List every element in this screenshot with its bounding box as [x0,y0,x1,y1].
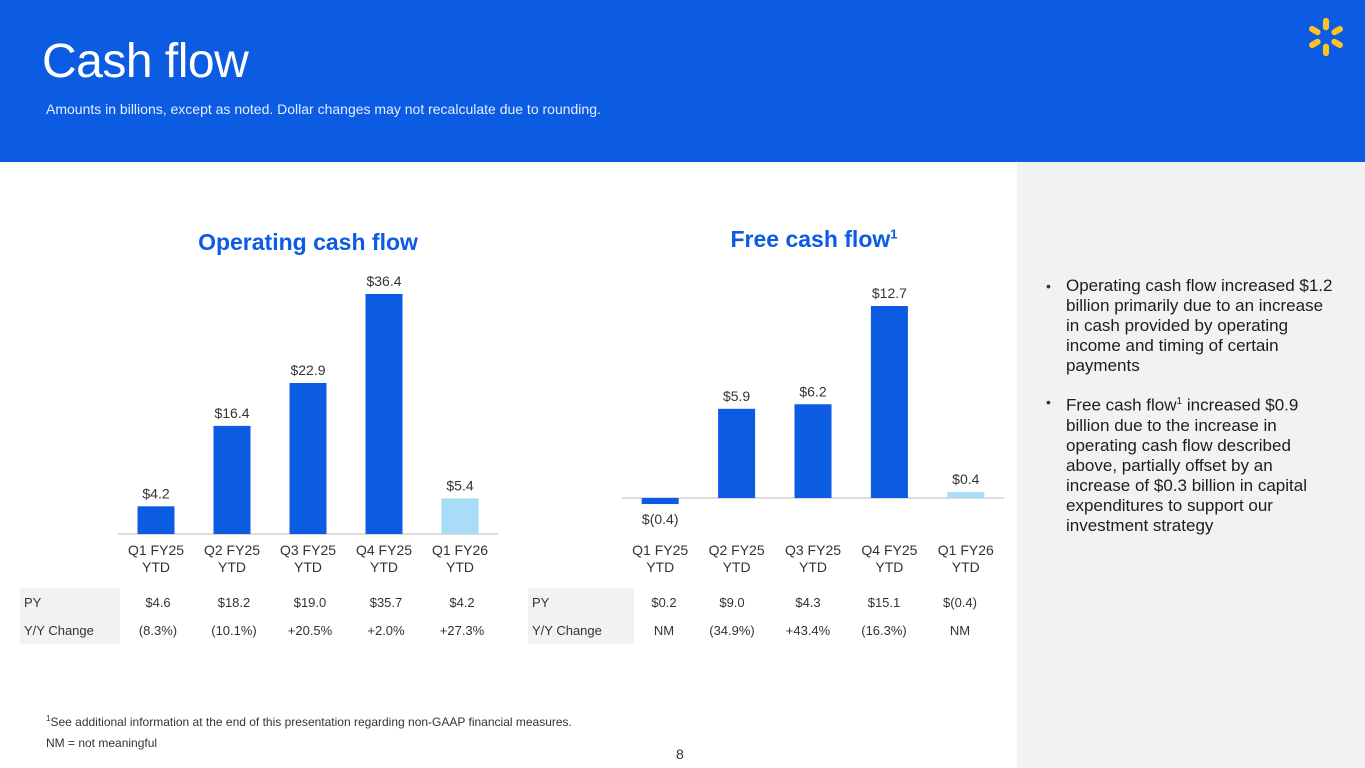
category-label: Q3 FY25 [785,542,841,558]
table-cell: $19.0 [293,594,327,610]
header-banner: Cash flow Amounts in billions, except as… [0,0,1365,162]
category-label: Q4 FY25 [356,542,412,558]
footnote-nm: NM = not meaningful [46,736,158,750]
bar [365,294,403,534]
bar [947,491,985,498]
table-row-py: PY $0.2 $9.0 $4.3 $15.1 $(0.4) [528,588,998,616]
data-label: $5.9 [723,388,750,404]
footnote-non-gaap: 1See additional information at the end o… [46,714,572,729]
category-label: Q1 FY25 [632,542,688,558]
row-label: Y/Y Change [20,616,120,644]
table-cell: +27.3% [439,622,485,638]
bar [289,383,327,534]
walmart-spark-icon [1309,17,1343,57]
category-label: Q1 FY25 [128,542,184,558]
category-label: YTD [723,559,751,575]
bar [213,425,251,534]
row-label: PY [20,588,120,616]
table-cell: $4.6 [145,594,171,610]
bar [137,506,175,534]
table-cell: (34.9%) [709,622,755,638]
table-cell: (8.3%) [138,622,178,638]
category-label: Q4 FY25 [861,542,917,558]
data-label: $6.2 [799,383,826,399]
operating-cash-flow-title: Operating cash flow [198,229,418,255]
table-cell: $35.7 [369,594,403,610]
table-cell: $4.2 [449,594,475,610]
free-cash-flow-title: Free cash flow1 [730,226,898,252]
page-number: 8 [676,746,684,762]
table-cell: NM [653,622,675,638]
table-cell: $9.0 [719,594,745,610]
bar [718,408,756,498]
table-cell: NM [949,622,971,638]
data-label: $16.4 [214,405,249,421]
row-label: PY [528,588,634,616]
table-cell: $15.1 [867,594,901,610]
category-label: YTD [646,559,674,575]
table-cell: $18.2 [217,594,251,610]
table-cell: +2.0% [367,622,405,638]
table-cell: (10.1%) [211,622,257,638]
data-label: $36.4 [366,273,401,289]
category-label: YTD [142,559,170,575]
data-label: $12.7 [872,285,907,301]
table-cell: $0.2 [651,594,677,610]
category-label: Q2 FY25 [709,542,765,558]
category-label: YTD [799,559,827,575]
bar [870,306,908,498]
table-row-yy-change: Y/Y Change (8.3%) (10.1%) +20.5% +2.0% +… [20,616,500,644]
commentary-bullets: Operating cash flow increased $1.2 billi… [1046,276,1336,552]
category-label: YTD [446,559,474,575]
data-label: $22.9 [290,362,325,378]
data-label: $(0.4) [642,511,679,527]
category-label: Q2 FY25 [204,542,260,558]
category-label: YTD [952,559,980,575]
table-cell: (16.3%) [861,622,907,638]
table-cell: +43.4% [785,622,831,638]
table-cell: +20.5% [287,622,333,638]
category-label: YTD [294,559,322,575]
free-cash-flow-table: PY $0.2 $9.0 $4.3 $15.1 $(0.4) Y/Y Chang… [528,588,998,644]
category-label: Q1 FY26 [938,542,994,558]
operating-cash-flow-table: PY $4.6 $18.2 $19.0 $35.7 $4.2 Y/Y Chang… [20,588,500,644]
row-label: Y/Y Change [528,616,634,644]
category-label: Q3 FY25 [280,542,336,558]
data-label: $4.2 [142,485,169,501]
table-row-py: PY $4.6 $18.2 $19.0 $35.7 $4.2 [20,588,500,616]
category-label: YTD [370,559,398,575]
table-cell: $4.3 [795,594,821,610]
bar [641,498,679,505]
bar [441,498,479,534]
category-label: YTD [875,559,903,575]
bullet-operating-cash-flow: Operating cash flow increased $1.2 billi… [1046,276,1336,376]
bullet-free-cash-flow: Free cash flow1 increased $0.9 billion d… [1046,392,1336,536]
category-label: Q1 FY26 [432,542,488,558]
bar [794,404,832,498]
data-label: $5.4 [446,477,473,493]
data-label: $0.4 [952,471,979,487]
page-subtitle: Amounts in billions, except as noted. Do… [46,101,601,117]
page-title: Cash flow [42,35,249,88]
table-cell: $(0.4) [943,594,977,610]
category-label: YTD [218,559,246,575]
table-row-yy-change: Y/Y Change NM (34.9%) +43.4% (16.3%) NM [528,616,998,644]
